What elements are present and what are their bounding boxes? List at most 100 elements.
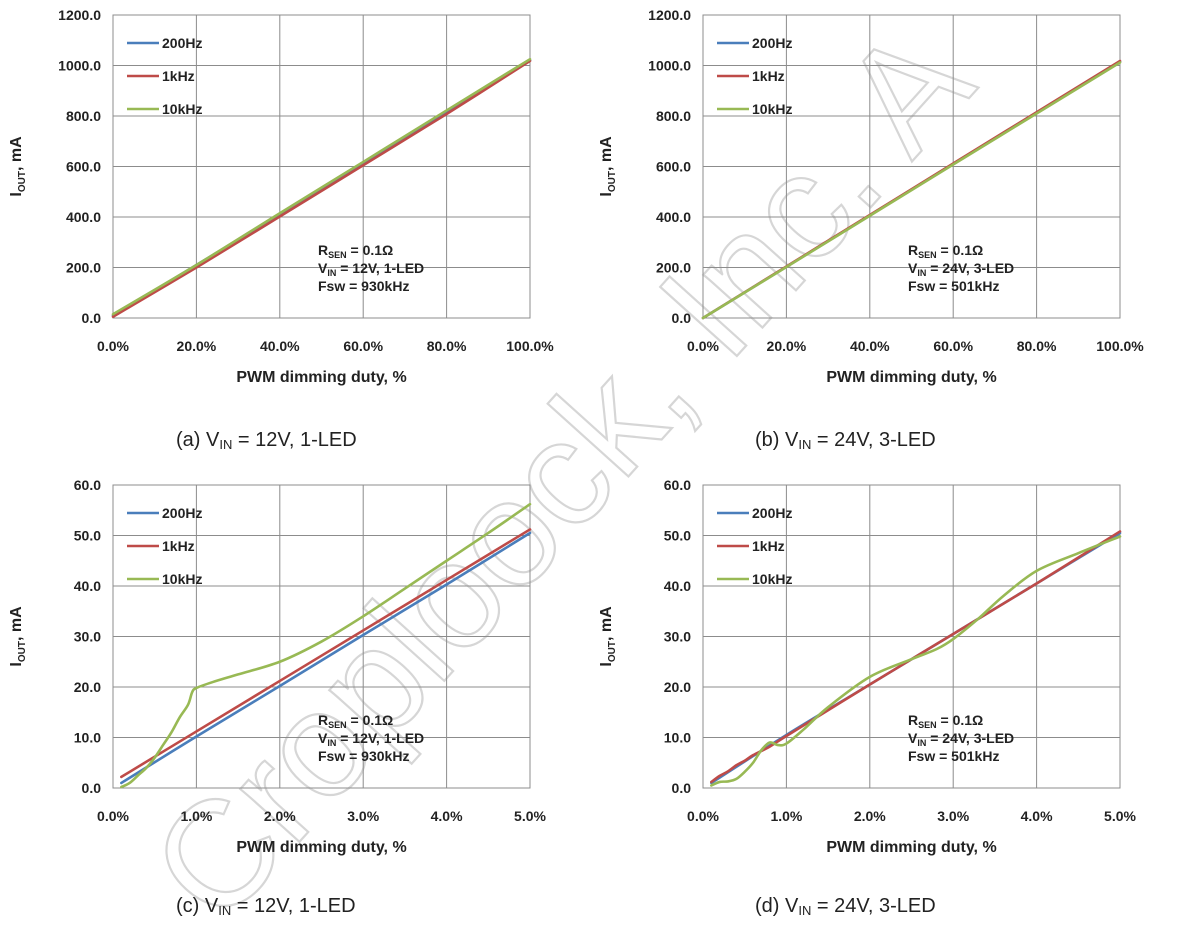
annotation-fsw: Fsw = 930kHz (318, 748, 409, 764)
y-tick-label: 40.0 (74, 578, 101, 594)
y-axis-label: IOUT, mA (8, 606, 28, 667)
annotation-vin-main: V (908, 730, 918, 746)
series-line-10khz (701, 61, 1122, 320)
x-tick-label: 0.0% (687, 338, 719, 354)
y-tick-label: 0.0 (672, 780, 692, 796)
chart-panel-a: 0.0 200.0 400.0 600.0 800.0 1000.0 1200.0 0.0% 2… (0, 0, 590, 400)
y-tick-label: 60.0 (664, 477, 691, 493)
annotation-rsen-tail: = 0.1Ω (347, 712, 394, 728)
y-tick-label: 10.0 (664, 730, 691, 746)
series-line-200hz (120, 531, 532, 785)
y-tick-label: 1200.0 (58, 7, 101, 23)
caption-b: (b) VIN = 24V, 3-LED (755, 429, 936, 452)
x-tick-label: 20.0% (767, 338, 807, 354)
x-tick-label: 40.0% (850, 338, 890, 354)
y-tick-label: 0.0 (82, 780, 102, 796)
x-tick-label: 20.0% (177, 338, 217, 354)
y-axis-label-main: I (598, 192, 615, 196)
y-tick-label: 10.0 (74, 730, 101, 746)
x-tick-label: 100.0% (506, 338, 554, 354)
chart-c: 0.0 10.0 20.0 30.0 40.0 50.0 60.0 0.0% 1.0% 2.0% 3… (8, 477, 547, 856)
caption-b-pre: (b) V (755, 429, 799, 451)
x-axis-label: PWM dimming duty, % (236, 839, 406, 856)
y-tick-label: 200.0 (66, 260, 101, 276)
x-tick-label: 1.0% (180, 808, 212, 824)
x-tick-label: 100.0% (1096, 338, 1144, 354)
annotation-rsen-main: R (318, 242, 328, 258)
y-axis-label-main: I (8, 192, 25, 196)
annotation-vin: VIN = 12V, 1-LED (318, 730, 424, 748)
caption-b-sub: IN (798, 437, 812, 452)
caption-a-pre: (a) V (176, 429, 220, 451)
caption-a-sub: IN (219, 437, 233, 452)
annotation-vin: VIN = 24V, 3-LED (908, 730, 1014, 748)
x-tick-label: 80.0% (1017, 338, 1057, 354)
x-tick-label: 3.0% (347, 808, 379, 824)
annotation-vin-main: V (318, 730, 328, 746)
legend-label: 10kHz (752, 101, 792, 117)
y-tick-label: 600.0 (656, 159, 691, 175)
y-tick-label: 40.0 (664, 578, 691, 594)
caption-a-post: = 12V, 1-LED (232, 429, 357, 451)
caption-c-post: = 12V, 1-LED (231, 895, 356, 917)
legend-label: 1kHz (752, 538, 785, 554)
annotation-rsen-sub: SEN (328, 250, 347, 260)
annotation-vin-tail: = 12V, 1-LED (336, 260, 424, 276)
y-axis-label-main: I (8, 662, 25, 666)
annotation-rsen: RSEN = 0.1Ω (908, 242, 983, 260)
annotation-rsen-sub: SEN (918, 720, 937, 730)
chart-panel-c: 0.0 10.0 20.0 30.0 40.0 50.0 60.0 0.0% 1.0% 2.0% 3… (0, 470, 590, 870)
y-axis-label-tail: , mA (598, 606, 615, 641)
y-axis-label-sub: OUT (17, 171, 28, 192)
x-axis-label: PWM dimming duty, % (826, 369, 996, 386)
y-axis-label-tail: , mA (8, 136, 25, 171)
annotation-vin-sub: IN (917, 268, 926, 278)
caption-d-pre: (d) V (755, 895, 799, 917)
x-tick-label: 1.0% (770, 808, 802, 824)
annotation-vin-main: V (318, 260, 328, 276)
y-axis-label-sub: OUT (607, 641, 618, 662)
x-tick-label: 0.0% (97, 808, 129, 824)
annotation-rsen: RSEN = 0.1Ω (318, 242, 393, 260)
plot-area (112, 14, 531, 319)
legend-label: 200Hz (752, 505, 792, 521)
annotation-rsen-tail: = 0.1Ω (937, 712, 984, 728)
plot-area (702, 484, 1121, 789)
chart-d: 0.0 10.0 20.0 30.0 40.0 50.0 60.0 0.0% 1.0% 2.0% 3… (598, 477, 1137, 856)
x-axis-label: PWM dimming duty, % (236, 369, 406, 386)
annotation-rsen-sub: SEN (328, 720, 347, 730)
x-tick-label: 4.0% (431, 808, 463, 824)
x-axis-label: PWM dimming duty, % (826, 839, 996, 856)
x-tick-label: 4.0% (1021, 808, 1053, 824)
annotation-vin-tail: = 24V, 3-LED (926, 730, 1014, 746)
y-tick-label: 600.0 (66, 159, 101, 175)
annotation-fsw: Fsw = 501kHz (908, 748, 999, 764)
y-tick-label: 30.0 (74, 629, 101, 645)
caption-c-sub: IN (218, 903, 232, 918)
annotation-vin: VIN = 12V, 1-LED (318, 260, 424, 278)
plot-area (702, 14, 1121, 319)
y-tick-label: 50.0 (74, 528, 101, 544)
chart-panel-d: 0.0 10.0 20.0 30.0 40.0 50.0 60.0 0.0% 1.0% 2.0% 3… (590, 470, 1180, 870)
series-line-1khz (111, 59, 532, 319)
legend-label: 1kHz (162, 68, 195, 84)
x-tick-label: 2.0% (854, 808, 886, 824)
caption-d-post: = 24V, 3-LED (811, 895, 936, 917)
series-line-10khz (111, 57, 532, 316)
legend-label: 200Hz (162, 505, 202, 521)
annotation-rsen-tail: = 0.1Ω (347, 242, 394, 258)
annotation-vin-sub: IN (917, 738, 926, 748)
caption-d-sub: IN (798, 903, 812, 918)
annotation-vin-sub: IN (327, 268, 336, 278)
annotation-vin-main: V (908, 260, 918, 276)
series-line-1khz (120, 528, 532, 779)
y-tick-label: 30.0 (664, 629, 691, 645)
y-axis-label-main: I (598, 662, 615, 666)
y-axis-label: IOUT, mA (8, 136, 28, 197)
legend-label: 200Hz (162, 35, 202, 51)
annotation-rsen-main: R (318, 712, 328, 728)
y-tick-label: 400.0 (66, 209, 101, 225)
annotation-rsen: RSEN = 0.1Ω (908, 712, 983, 730)
annotation-rsen-main: R (908, 712, 918, 728)
annotation-rsen: RSEN = 0.1Ω (318, 712, 393, 730)
